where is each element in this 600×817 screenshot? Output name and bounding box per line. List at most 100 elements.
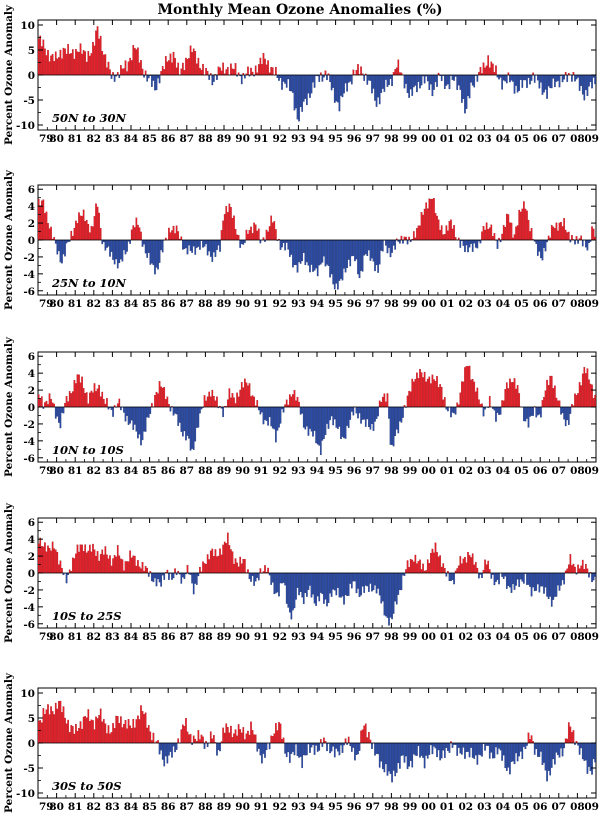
bar-negative [546,572,548,597]
bar-negative [293,742,296,756]
bar-negative [333,239,336,290]
bar-positive [490,61,493,76]
bar-negative [324,239,327,267]
bar-positive [78,551,80,574]
x-tick-label: 09 [584,801,599,813]
bar-positive [247,66,249,76]
bar-negative [315,239,317,269]
bar-negative [433,742,435,747]
bar-negative [372,572,375,591]
bar-positive [65,53,68,76]
bar-positive [116,403,119,408]
bar-negative [316,239,319,277]
bar-negative [380,74,383,93]
x-tick-label: 08 [570,133,585,145]
bar-negative [462,74,465,99]
bar-positive [71,726,74,744]
x-tick-label: 98 [384,801,399,813]
bar-positive [133,47,136,76]
bar-positive [71,391,74,408]
bar-negative [306,572,308,597]
y-tick-label: 0 [28,402,35,414]
bar-negative [436,74,438,87]
bar-positive [580,235,583,241]
bar-positive [247,233,249,241]
bar-negative [588,239,590,244]
bar-positive [257,228,260,241]
bar-positive [430,198,432,241]
bar-negative [519,74,522,80]
bar-positive [439,384,441,408]
bar-positive [493,233,496,241]
bar-negative [554,572,556,597]
bar-negative [493,742,496,759]
bar-positive [231,737,234,744]
bar-positive [440,225,443,241]
x-tick-label: 04 [496,631,511,643]
bar-positive [138,719,141,744]
bar-negative [386,742,389,776]
bar-positive [233,397,235,408]
bar-positive [462,381,465,408]
x-tick-label: 98 [384,298,399,310]
bar-negative [518,742,521,757]
bar-positive [206,70,209,76]
bar-negative [290,239,293,255]
bar-positive [169,53,172,76]
y-axis-label: Percent Ozone Anomaly [3,672,15,813]
bar-negative [208,239,211,252]
bar-positive [137,715,139,744]
bar-negative [306,742,308,756]
bar-negative [473,742,476,759]
bar-negative [519,742,522,752]
bar-negative [501,572,503,577]
bar-positive [581,373,584,408]
bar-positive [62,706,65,744]
bar-positive [433,198,435,241]
bar-negative [543,572,545,594]
bar-negative [282,572,285,583]
x-tick-label: 91 [254,631,269,643]
x-tick-label: 96 [347,801,362,813]
x-tick-label: 98 [384,133,399,145]
x-tick-label: 94 [310,631,325,643]
bar-positive [268,226,271,241]
bar-positive [461,563,463,574]
bar-positive [89,392,91,408]
x-tick-label: 85 [142,133,157,145]
bar-positive [183,70,186,76]
bar-positive [50,226,52,241]
bar-positive [482,226,485,241]
bar-negative [467,239,469,253]
x-tick-label: 89 [217,133,232,145]
bar-positive [257,64,260,76]
bar-negative [471,239,474,252]
bar-positive [400,235,403,241]
bar-negative [333,74,336,103]
bar-negative [313,74,316,88]
bar-positive [106,554,108,574]
bar-negative [583,74,586,101]
bar-negative [575,74,578,80]
bar-positive [93,383,96,408]
bar-positive [87,403,90,408]
bar-negative [329,239,331,278]
bar-positive [132,225,135,241]
bar-negative [536,742,539,757]
x-tick-label: 08 [570,801,585,813]
bar-positive [223,214,226,241]
bar-negative [349,239,352,267]
bar-positive [518,209,521,241]
x-tick-label: 01 [440,465,455,477]
bar-positive [64,717,66,744]
bar-negative [332,406,335,426]
x-tick-label: 88 [198,298,213,310]
bar-positive [48,714,51,744]
bar-negative [364,406,367,427]
bar-positive [61,568,63,574]
bar-negative [292,572,294,611]
bar-negative [270,572,273,585]
bar-negative [521,572,524,582]
bar-positive [202,63,204,76]
